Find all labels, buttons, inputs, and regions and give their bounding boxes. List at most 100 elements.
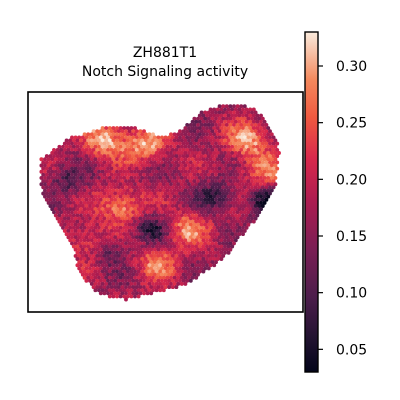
tissue-spot: [88, 278, 92, 283]
tissue-spot: [158, 225, 163, 230]
tissue-spot: [120, 266, 125, 271]
tissue-spot: [223, 188, 227, 193]
tissue-spot: [80, 228, 85, 233]
tissue-spot: [129, 200, 134, 205]
tissue-spot: [181, 278, 186, 283]
tissue-spot: [196, 253, 200, 258]
tissue-spot: [266, 151, 271, 155]
tissue-spot: [251, 188, 256, 193]
tissue-spot: [82, 250, 87, 255]
tissue-spot: [223, 151, 227, 155]
tissue-spot: [237, 207, 242, 212]
tissue-spot: [140, 238, 145, 243]
tissue-spot: [131, 278, 136, 283]
tissue-spot: [147, 281, 152, 286]
tissue-spot: [188, 172, 193, 177]
tissue-spot: [59, 172, 64, 177]
tissue-spot: [208, 232, 213, 237]
tissue-spot: [79, 169, 83, 174]
tissue-spot: [208, 194, 213, 199]
tissue-spot: [73, 235, 78, 240]
tissue-spot: [111, 232, 116, 237]
tissue-spot: [163, 235, 168, 240]
tissue-spot: [154, 219, 159, 224]
tissue-spot: [230, 188, 235, 193]
tissue-spot: [136, 232, 141, 237]
tissue-spot: [226, 132, 231, 137]
tissue-spot: [50, 163, 55, 168]
tissue-spot: [125, 269, 130, 274]
tissue-spot: [212, 232, 217, 237]
tissue-spot: [133, 200, 137, 205]
tissue-spot: [197, 188, 202, 193]
tissue-spot: [187, 225, 191, 230]
tissue-spot: [124, 228, 128, 233]
tissue-spot: [149, 272, 154, 277]
tissue-spot: [57, 200, 62, 205]
tissue-spot: [116, 278, 121, 283]
tissue-spot: [70, 235, 74, 240]
tissue-spot: [196, 235, 200, 240]
tissue-spot: [179, 194, 184, 199]
tissue-spot: [154, 213, 159, 218]
tissue-spot: [197, 169, 202, 174]
tissue-spot: [151, 157, 155, 162]
tissue-spot: [151, 188, 155, 193]
tissue-spot: [181, 154, 186, 159]
tissue-spot: [129, 132, 134, 137]
tissue-spot: [156, 147, 161, 152]
tissue-spot: [127, 135, 132, 140]
tissue-spot: [127, 129, 132, 134]
tissue-spot: [199, 241, 204, 246]
tissue-spot: [91, 266, 96, 271]
tissue-spot: [151, 200, 155, 205]
tissue-spot: [106, 154, 110, 159]
tissue-spot: [210, 166, 215, 171]
tissue-spot: [275, 166, 280, 171]
tissue-spot: [80, 210, 85, 215]
tissue-spot: [172, 269, 177, 274]
tissue-spot: [179, 219, 184, 224]
tissue-spot: [98, 291, 103, 296]
tissue-spot: [181, 204, 186, 208]
tissue-spot: [66, 147, 71, 152]
tissue-spot: [66, 197, 71, 202]
tissue-spot: [174, 197, 179, 202]
tissue-spot: [111, 144, 116, 149]
tissue-spot: [147, 257, 152, 261]
tissue-spot: [80, 160, 85, 165]
tissue-spot: [152, 266, 157, 271]
tissue-spot: [215, 219, 220, 224]
tissue-spot: [176, 281, 181, 286]
tissue-spot: [122, 219, 127, 224]
tissue-spot: [259, 188, 263, 193]
tissue-spot: [115, 263, 119, 268]
tissue-spot: [104, 151, 109, 155]
tissue-spot: [226, 213, 231, 218]
tissue-spot: [122, 238, 127, 243]
tissue-spot: [250, 110, 254, 115]
tissue-spot: [260, 191, 265, 196]
tissue-spot: [44, 197, 49, 202]
tissue-spot: [106, 210, 110, 215]
tissue-spot: [165, 238, 170, 243]
tissue-spot: [172, 213, 177, 218]
tissue-spot: [214, 179, 218, 184]
tissue-spot: [271, 166, 276, 171]
tissue-spot: [145, 222, 150, 227]
tissue-spot: [210, 204, 215, 208]
tissue-spot: [122, 288, 127, 293]
tissue-spot: [115, 244, 119, 249]
tissue-spot: [163, 266, 168, 271]
tissue-spot: [138, 247, 143, 252]
tissue-spot: [219, 200, 224, 205]
tissue-spot: [127, 197, 132, 202]
tissue-spot: [205, 126, 209, 131]
tissue-spot: [246, 216, 251, 221]
tissue-spot: [77, 147, 82, 152]
tissue-spot: [102, 285, 107, 290]
tissue-spot: [183, 275, 188, 280]
tissue-spot: [88, 191, 92, 196]
tissue-spot: [97, 232, 101, 237]
tissue-spot: [183, 250, 188, 255]
